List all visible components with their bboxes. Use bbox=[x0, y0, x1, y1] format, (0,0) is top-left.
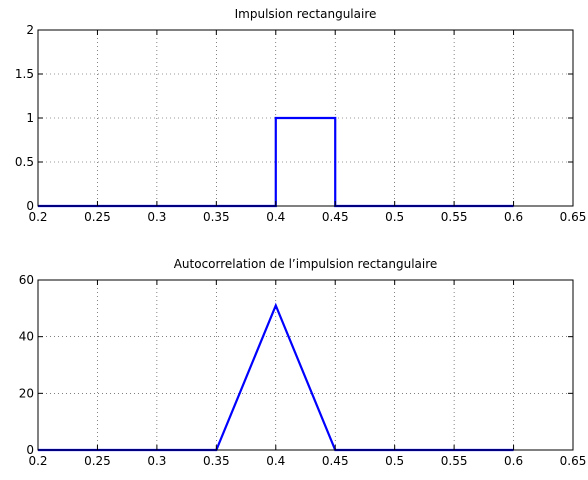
x-tick-label: 0.4 bbox=[266, 454, 285, 468]
y-tick-label: 1.5 bbox=[15, 67, 34, 81]
x-tick-label: 0.4 bbox=[266, 210, 285, 224]
x-tick-label: 0.35 bbox=[203, 210, 230, 224]
x-tick-label: 0.3 bbox=[147, 210, 166, 224]
x-tick-label: 0.3 bbox=[147, 454, 166, 468]
x-tick-label: 0.5 bbox=[385, 454, 404, 468]
plot-area bbox=[37, 279, 574, 451]
x-tick-label: 0.6 bbox=[504, 454, 523, 468]
y-tick-label: 40 bbox=[19, 330, 34, 344]
x-tick-label: 0.55 bbox=[441, 210, 468, 224]
y-tick-label: 1 bbox=[26, 111, 34, 125]
chart-title: Impulsion rectangulaire bbox=[235, 7, 377, 21]
x-tick-label: 0.25 bbox=[84, 210, 111, 224]
x-tick-label: 0.65 bbox=[560, 210, 587, 224]
x-tick-label: 0.2 bbox=[28, 454, 47, 468]
x-tick-label: 0.45 bbox=[322, 454, 349, 468]
x-tick-label: 0.55 bbox=[441, 454, 468, 468]
x-tick-label: 0.5 bbox=[385, 210, 404, 224]
y-tick-label: 2 bbox=[26, 23, 34, 37]
chart-title: Autocorrelation de l’impulsion rectangul… bbox=[174, 257, 438, 271]
y-tick-label: 0.5 bbox=[15, 155, 34, 169]
axes-1: 0.2 0.25 0.3 0.35 0.4 0.45 0.5 0.55 0.6 0.65 0 0.5 1… bbox=[15, 7, 586, 224]
x-tick-label: 0.6 bbox=[504, 210, 523, 224]
axes-2: 0.2 0.25 0.3 0.35 0.4 0.45 0.5 0.55 0.6 0.65 0 20 40… bbox=[19, 257, 587, 468]
axes-frame bbox=[37, 279, 574, 451]
y-tick-label: 0 bbox=[26, 443, 34, 457]
y-tick-label: 60 bbox=[19, 273, 34, 287]
x-tick-label: 0.65 bbox=[560, 454, 587, 468]
x-tick-label: 0.45 bbox=[322, 210, 349, 224]
y-tick-label: 20 bbox=[19, 386, 34, 400]
x-tick-label: 0.25 bbox=[84, 454, 111, 468]
x-tick-label: 0.2 bbox=[28, 210, 47, 224]
y-tick-label: 0 bbox=[26, 199, 34, 213]
x-tick-label: 0.35 bbox=[203, 454, 230, 468]
